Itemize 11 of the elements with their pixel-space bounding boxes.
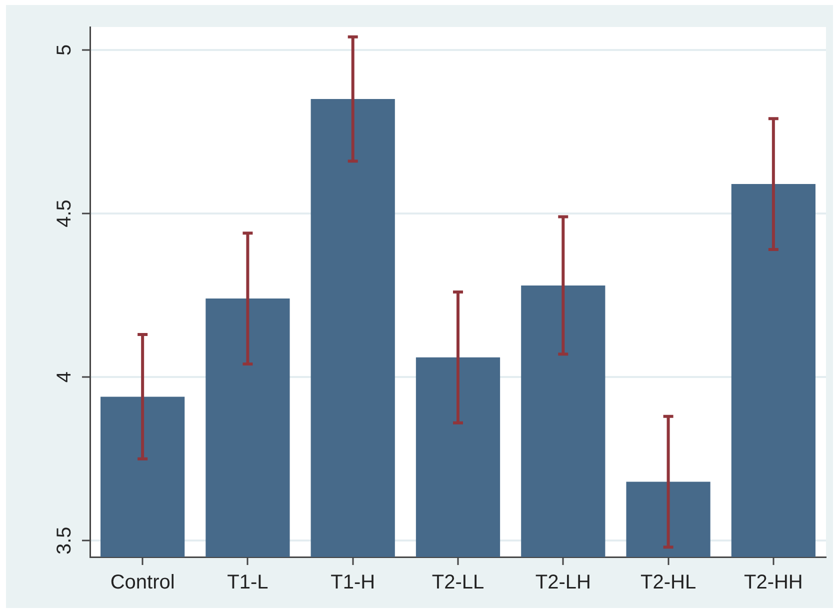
x-tick-label: T2-LH (535, 572, 591, 594)
x-tick-label: T1-L (227, 572, 268, 594)
x-tick-label: T2-HL (640, 572, 696, 594)
y-tick-label: 4.5 (54, 200, 76, 228)
y-tick-label: 4 (54, 372, 76, 383)
y-tick-label: 5 (54, 44, 76, 56)
x-tick-label: T2-HH (744, 572, 803, 594)
x-tick-label: Control (110, 572, 175, 594)
x-tick-label: T1-H (330, 572, 376, 594)
x-tick-label: T2-LL (432, 572, 484, 594)
y-tick-label: 3.5 (54, 526, 76, 555)
